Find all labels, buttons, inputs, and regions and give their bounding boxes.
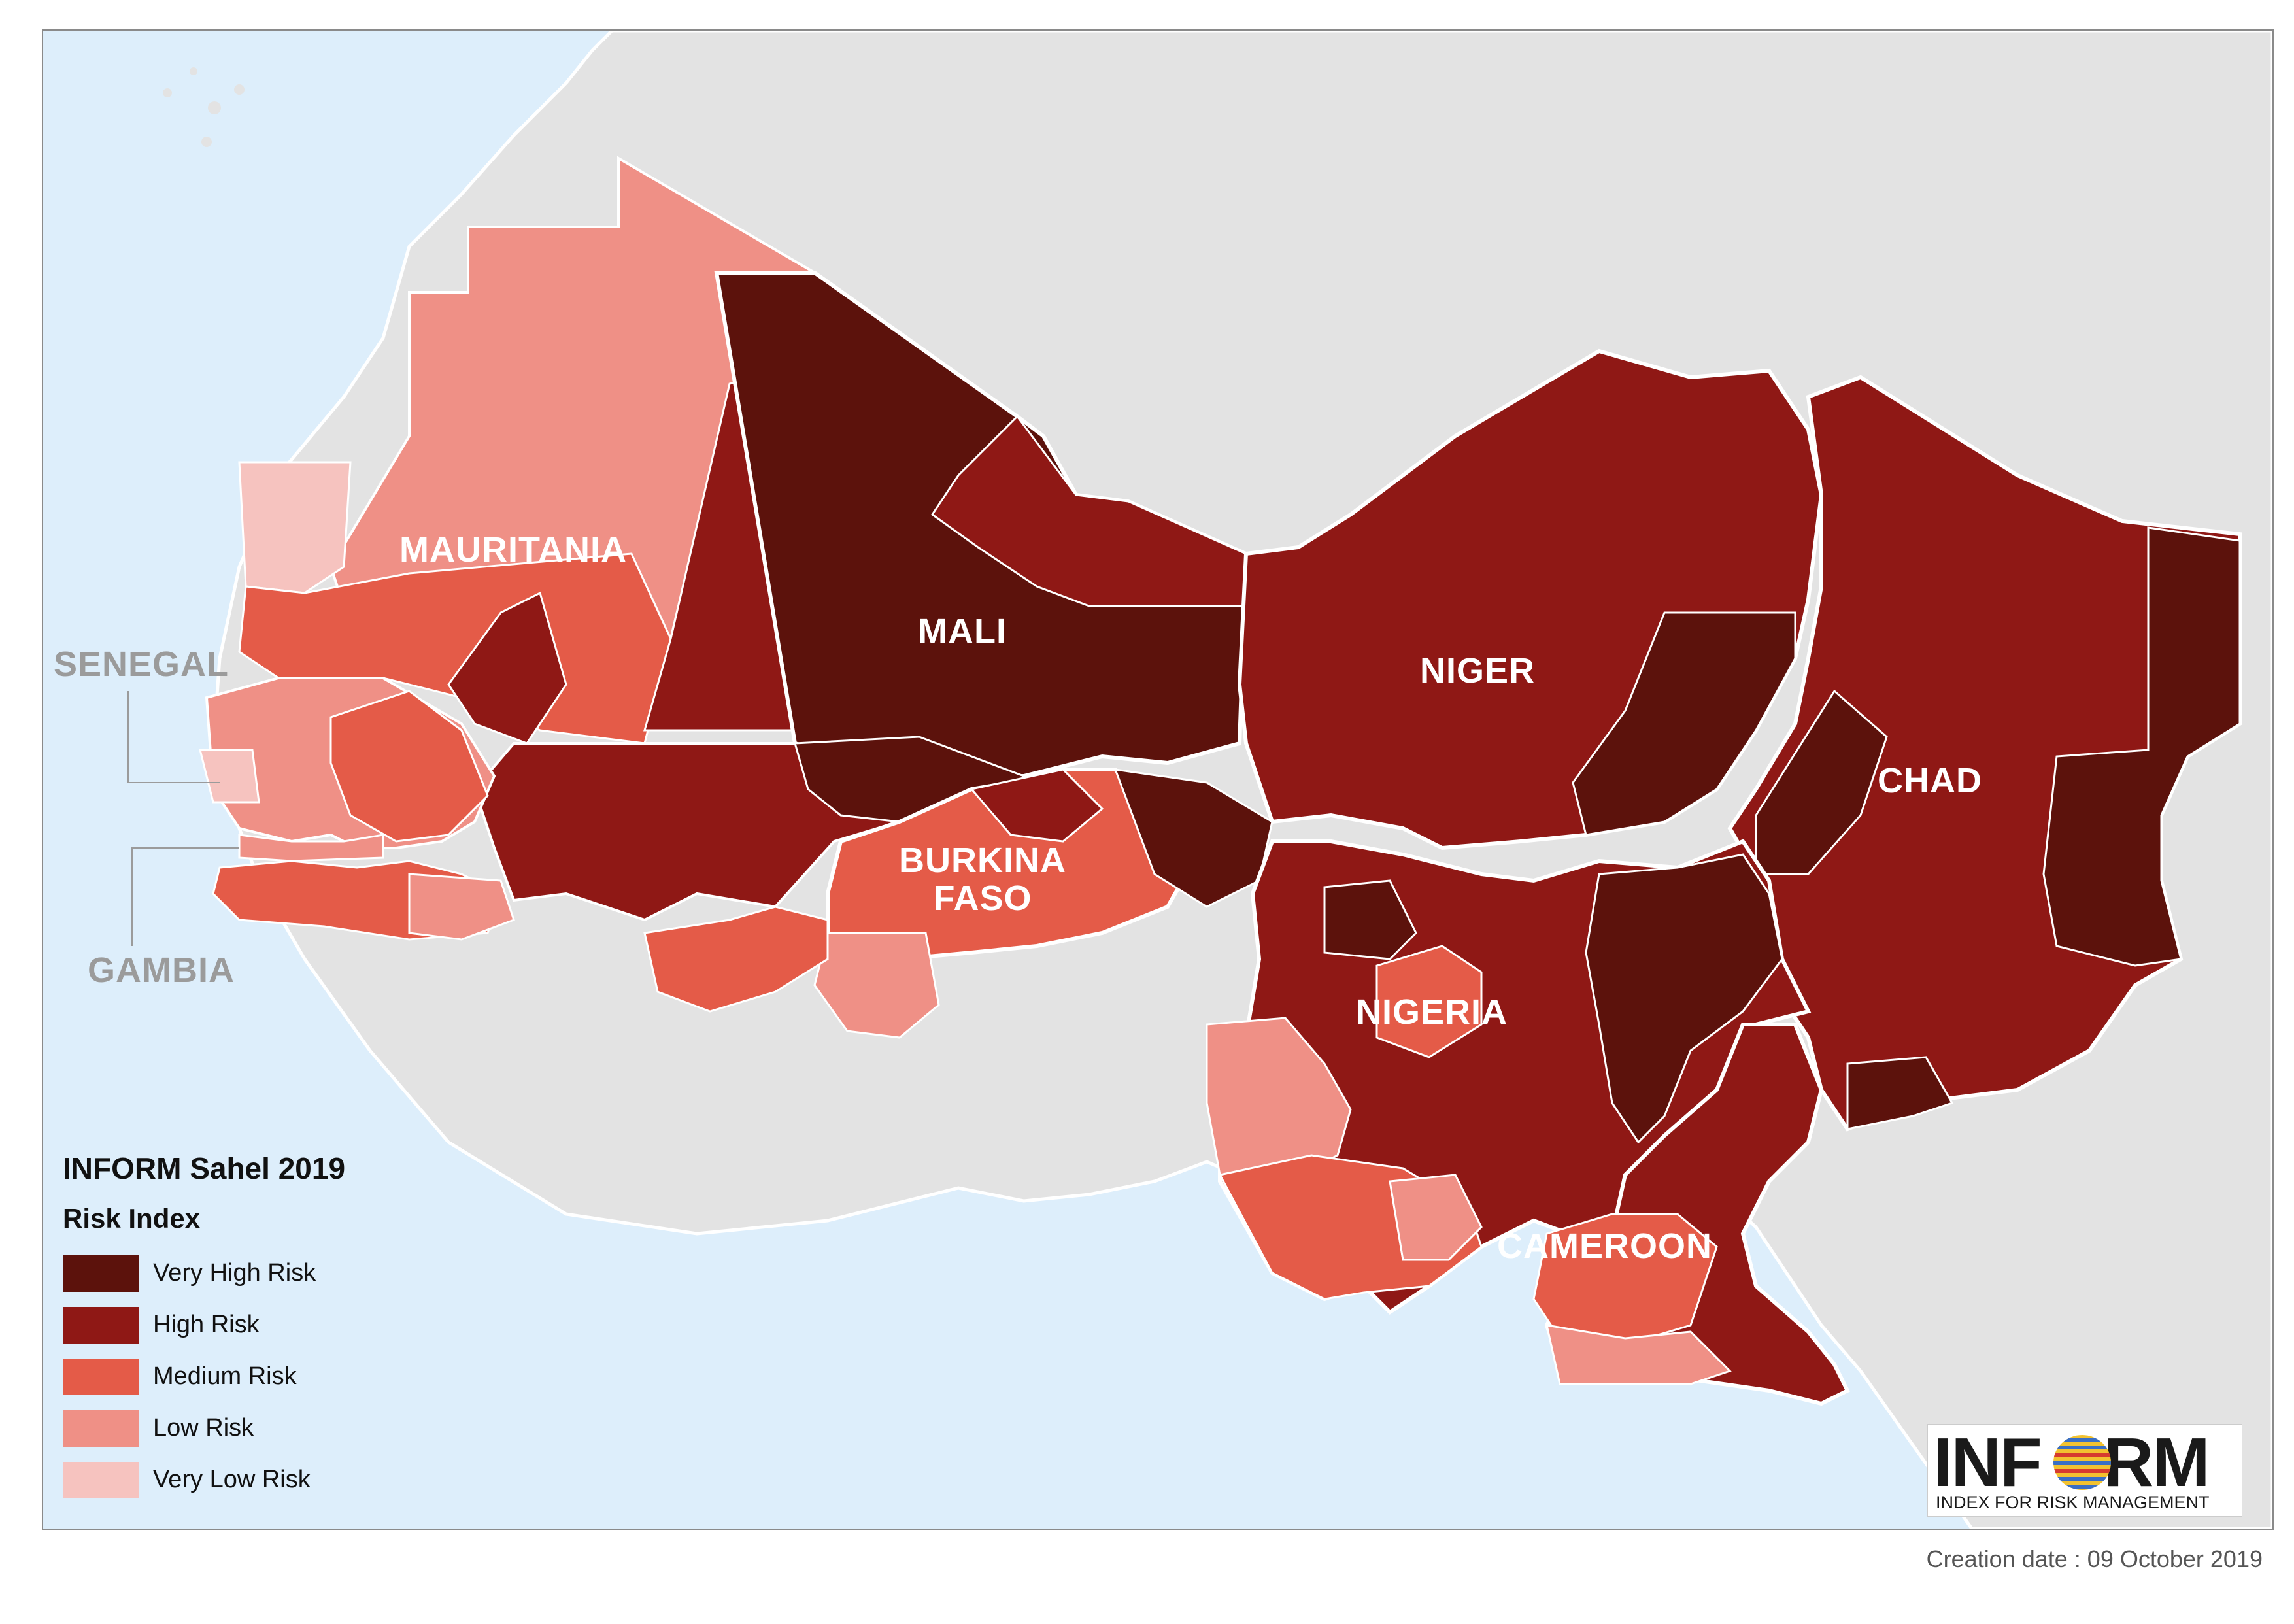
logo-tagline: INDEX FOR RISK MANAGEMENT [1936,1493,2210,1512]
legend-item-low: Low Risk [63,1402,429,1454]
legend-swatch [63,1358,139,1395]
country-label-cameroon: CAMEROON [1497,1226,1712,1266]
country-label-mali: MALI [918,612,1007,651]
country-label-nigeria: NIGERIA [1356,992,1508,1032]
country-label-niger: NIGER [1420,651,1536,690]
map-frame: MAURITANIA SENEGAL GAMBIA MALI NIGER CHA… [42,29,2274,1530]
chad-region-east [2042,526,2241,967]
legend-swatch [63,1306,139,1344]
legend-item-high: High Risk [63,1299,429,1351]
logo-word-part2: RM [2103,1424,2210,1501]
cameroon-region-west [1532,1213,1718,1346]
legend-swatch [63,1461,139,1498]
legend-item-very-high: Very High Risk [63,1247,429,1299]
gambia-region [238,834,384,862]
mali-region-northeast [930,414,1247,607]
risk-map [43,31,2272,1529]
chad-region-south [1846,1056,1954,1130]
country-label-mauritania: MAURITANIA [399,530,627,569]
legend-label: Low Risk [153,1414,254,1442]
niger-region-zinder [1572,611,1796,836]
legend-label: Very High Risk [153,1259,316,1287]
nigeria-region-center [1375,945,1483,1058]
mauritania-region-south [238,552,672,745]
benin-togo-region [1206,1017,1352,1183]
guinea-region-south [408,873,515,941]
legend-subtitle: Risk Index [63,1203,201,1234]
inform-logo: INF RM INDEX FOR RISK MANAGEMENT [1927,1424,2242,1517]
legend-label: High Risk [153,1311,260,1338]
country-label-gambia: GAMBIA [88,951,235,990]
country-label-senegal: SENEGAL [54,645,229,684]
burkina-region-north [970,768,1104,843]
nigeria-region-northwest [1323,879,1417,960]
legend-swatch [63,1255,139,1292]
logo-globe-icon [2053,1435,2111,1490]
legend-label: Medium Risk [153,1362,297,1390]
country-label-chad: CHAD [1878,761,1982,800]
legend-title: INFORM Sahel 2019 [63,1151,346,1185]
legend-swatch [63,1410,139,1447]
cameroon-region-south [1545,1324,1732,1385]
nigeria-region-lagos [1389,1174,1483,1261]
logo-wordmark: INF RM [1933,1423,2210,1502]
nigeria-region-northeast [1585,853,1783,1144]
legend-item-very-low: Very Low Risk [63,1454,429,1506]
mauritania-region-southwest [238,461,352,594]
logo-word-part1: INF [1933,1424,2042,1501]
legend-label: Very Low Risk [153,1466,311,1493]
ivory-coast-north [643,905,829,1013]
creation-date: Creation date : 09 October 2019 [1926,1546,2263,1572]
legend: INFORM Sahel 2019 Risk Index Very High R… [63,1151,429,1506]
country-label-burkina-line1: BURKINA [899,841,1066,880]
country-label-burkina-line2: FASO [933,879,1032,918]
legend-item-medium: Medium Risk [63,1351,429,1402]
senegal-region-east [329,690,489,843]
burkina-region-south [813,932,940,1039]
country-label-burkina-faso: BURKINA FASO [894,841,1071,917]
